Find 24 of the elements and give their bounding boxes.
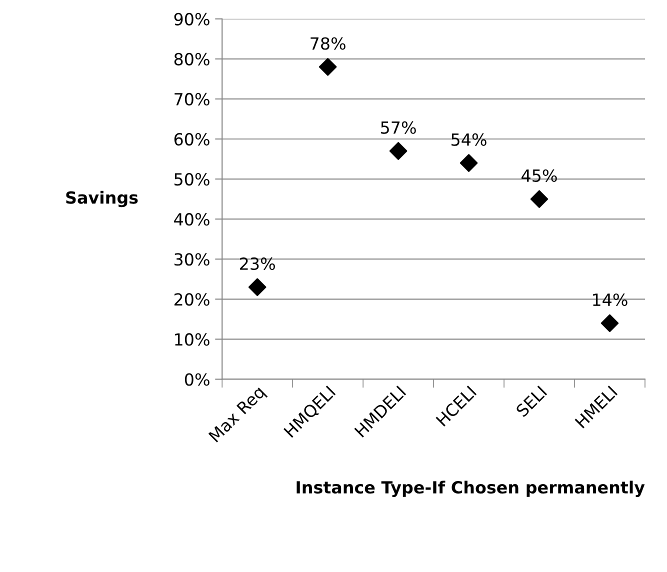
point xyxy=(248,278,266,296)
data-label: 57% xyxy=(381,121,416,134)
y-tick-label: 80% xyxy=(174,52,210,66)
point xyxy=(600,314,619,332)
y-tick-label: 70% xyxy=(174,92,210,106)
data-label: 14% xyxy=(593,293,628,306)
data-label: 45% xyxy=(522,169,557,182)
y-axis-title: Savings xyxy=(66,190,138,208)
y-tick-label: 10% xyxy=(175,333,210,346)
y-tick-label: 30% xyxy=(174,253,210,266)
point xyxy=(530,190,548,208)
data-label: 78% xyxy=(310,37,346,50)
y-tick-label: 0% xyxy=(184,373,210,386)
y-tick-label: 40% xyxy=(174,213,210,226)
y-tick-label: 20% xyxy=(174,293,210,306)
point xyxy=(389,142,408,160)
y-tick-label: 50% xyxy=(174,173,210,186)
data-label: 23% xyxy=(240,257,275,270)
y-tick-label: 60% xyxy=(174,132,210,146)
point xyxy=(460,154,478,172)
x-axis-title: Instance Type-If Chosen permanently xyxy=(296,480,645,497)
point xyxy=(318,58,337,76)
y-tick-label: 90% xyxy=(174,12,210,26)
data-label: 54% xyxy=(452,133,486,146)
